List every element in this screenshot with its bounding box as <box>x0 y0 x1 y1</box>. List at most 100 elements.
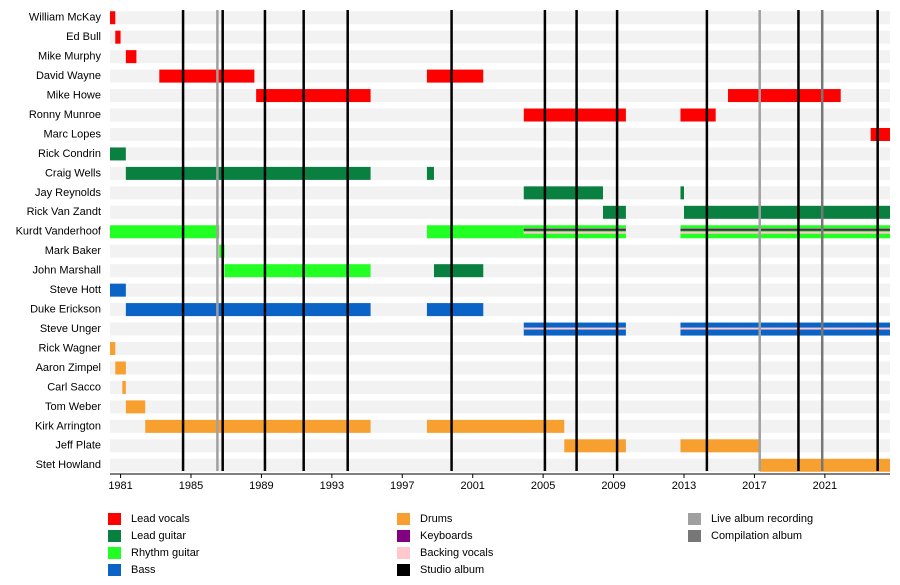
member-label: William McKay <box>29 12 102 24</box>
legend-swatch <box>108 547 121 559</box>
role-stripe <box>523 231 626 234</box>
member-label: Duke Erickson <box>30 304 101 316</box>
member-label: Jeff Plate <box>55 440 101 452</box>
row-band <box>110 186 890 200</box>
legend-label: Drums <box>420 513 453 525</box>
member-bar <box>115 30 121 44</box>
member-bar <box>145 419 371 433</box>
legend-label: Lead vocals <box>131 513 190 525</box>
x-tick-label: 2001 <box>460 480 484 492</box>
member-bar <box>110 283 126 297</box>
row-band <box>110 127 890 141</box>
legend-swatch <box>397 547 410 559</box>
row-band <box>110 361 890 375</box>
member-label: Mark Baker <box>45 245 102 257</box>
member-bar <box>564 439 626 453</box>
member-label: John Marshall <box>33 265 101 277</box>
row-band <box>110 69 890 83</box>
role-stripe <box>523 228 626 231</box>
legend-swatch <box>108 564 121 576</box>
member-label: David Wayne <box>36 70 101 82</box>
role-stripe <box>680 327 890 330</box>
row-band <box>110 400 890 414</box>
member-label: Ronny Munroe <box>29 109 101 121</box>
member-label: Rick Van Zandt <box>27 206 101 218</box>
x-tick-label: 1997 <box>390 480 414 492</box>
legend-swatch <box>688 530 701 542</box>
x-tick-label: 1985 <box>179 480 203 492</box>
x-tick-label: 1989 <box>249 480 273 492</box>
role-stripe <box>523 327 626 330</box>
member-label: Kirk Arrington <box>35 420 101 432</box>
member-bar <box>683 205 890 219</box>
member-label: Ed Bull <box>66 31 101 43</box>
member-bar <box>426 303 484 317</box>
legend-swatch <box>108 530 121 542</box>
role-stripe <box>680 228 890 231</box>
member-bar <box>125 50 137 64</box>
row-band <box>110 30 890 44</box>
row-band <box>110 50 890 64</box>
legend-swatch <box>397 564 410 576</box>
x-tick-label: 1993 <box>320 480 344 492</box>
member-label: Aaron Zimpel <box>36 362 101 374</box>
member-bar <box>125 166 371 180</box>
member-bar <box>159 69 255 83</box>
member-label: Carl Sacco <box>47 381 101 393</box>
member-bar <box>426 419 565 433</box>
row-band <box>110 283 890 297</box>
member-label: Mike Murphy <box>38 51 101 63</box>
row-band <box>110 244 890 258</box>
member-label: Rick Condrin <box>38 148 101 160</box>
legend-swatch <box>397 530 410 542</box>
member-label: Steve Hott <box>50 284 101 296</box>
legend-label: Rhythm guitar <box>131 547 200 559</box>
member-bar <box>125 303 371 317</box>
legend-label: Bass <box>131 564 156 576</box>
member-label: Marc Lopes <box>44 128 102 140</box>
member-bar <box>603 205 626 219</box>
member-bar <box>110 225 220 239</box>
member-label: Stet Howland <box>36 459 101 471</box>
legend-swatch <box>688 513 701 525</box>
legend-label: Lead guitar <box>131 530 186 542</box>
member-bar <box>523 108 626 122</box>
member-label: Mike Howe <box>47 89 101 101</box>
member-bar <box>426 166 434 180</box>
member-bar <box>426 225 524 239</box>
x-tick-label: 2005 <box>531 480 555 492</box>
member-bar <box>426 69 484 83</box>
x-tick-label: 2013 <box>672 480 696 492</box>
x-tick-label: 2017 <box>742 480 766 492</box>
row-band <box>110 380 890 394</box>
member-bar <box>110 342 116 356</box>
row-band <box>110 108 890 122</box>
member-bar <box>680 186 684 200</box>
member-label: Tom Weber <box>45 401 101 413</box>
row-band <box>110 458 890 472</box>
member-bar <box>115 361 126 375</box>
legend-label: Studio album <box>420 564 484 576</box>
member-label: Steve Unger <box>40 323 101 335</box>
member-bar <box>680 439 760 453</box>
member-label: Jay Reynolds <box>35 187 102 199</box>
legend-label: Backing vocals <box>420 547 494 559</box>
x-tick-label: 2009 <box>601 480 625 492</box>
legend-swatch <box>108 513 121 525</box>
legend-swatch <box>397 513 410 525</box>
member-bar <box>110 11 116 25</box>
x-tick-label: 1981 <box>108 480 132 492</box>
legend-label: Keyboards <box>420 530 473 542</box>
legend-label: Compilation album <box>711 530 802 542</box>
member-bar <box>224 264 371 278</box>
row-band <box>110 147 890 161</box>
legend-label: Live album recording <box>711 513 813 525</box>
member-bar <box>759 458 890 472</box>
row-band <box>110 439 890 453</box>
member-label: Rick Wagner <box>38 342 101 354</box>
row-band <box>110 11 890 25</box>
member-bar <box>256 89 371 103</box>
member-bar <box>433 264 484 278</box>
role-stripe <box>680 231 890 234</box>
